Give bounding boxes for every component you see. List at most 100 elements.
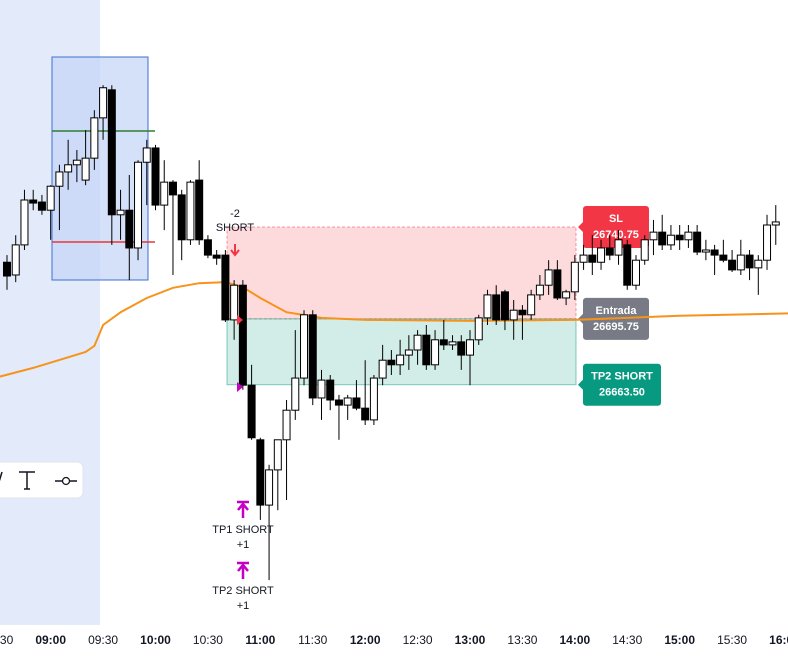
signal-texts: -2 SHORT +1 TP1 SHORT +1 TP2 SHORT <box>212 208 274 612</box>
candle-body <box>396 354 405 366</box>
candle-body <box>562 291 571 299</box>
price-label-name: SL <box>609 213 623 225</box>
x-tick-label: 14:30 <box>612 633 642 647</box>
candle-body <box>46 185 55 211</box>
candle-body <box>649 231 658 241</box>
signal-label: TP2 SHORT <box>212 585 274 597</box>
candle-body <box>422 334 431 366</box>
price-label-value: 26663.50 <box>599 387 645 399</box>
candle-body <box>658 231 667 246</box>
tp2-arrow <box>237 561 249 579</box>
x-tick-label: 12:00 <box>350 633 381 647</box>
candle-body <box>247 384 256 439</box>
candle-body <box>771 221 780 226</box>
price-label-box <box>578 206 649 249</box>
candle-body <box>291 377 300 411</box>
candle-body <box>614 239 623 256</box>
candle-body <box>448 341 457 346</box>
candle-body <box>64 164 73 173</box>
candle-body <box>457 341 466 356</box>
candle-body <box>666 234 675 246</box>
candle-body <box>300 314 309 379</box>
short-arrow <box>230 244 240 257</box>
candle-body <box>238 284 247 386</box>
candle-body <box>387 359 396 366</box>
candle-body <box>81 157 90 181</box>
candle-body <box>186 181 195 241</box>
price-label-name: TP2 SHORT <box>591 371 653 383</box>
candle-body <box>535 284 544 296</box>
signal-arrows <box>230 244 249 579</box>
candle-body <box>719 254 728 261</box>
candle-body <box>90 117 99 159</box>
line-icon-handle[interactable] <box>61 476 71 486</box>
candle-body <box>509 309 518 321</box>
candle-body <box>631 259 640 286</box>
candle-body <box>203 239 212 256</box>
brush-icon[interactable] <box>0 471 3 482</box>
candle-body <box>500 291 509 321</box>
candle-body <box>597 247 606 263</box>
candle-body <box>265 469 274 506</box>
candle-body <box>675 234 684 241</box>
x-tick-label: 13:00 <box>455 633 486 647</box>
x-tick-label: 11:00 <box>245 633 275 647</box>
toolbar <box>0 461 84 499</box>
x-tick-label: 09:30 <box>88 633 118 647</box>
x-tick-label: 11:30 <box>298 633 327 647</box>
candle-body <box>195 179 204 241</box>
text-icon[interactable] <box>19 471 35 490</box>
candle-body <box>11 244 20 276</box>
candle-body <box>107 89 116 216</box>
candle-body <box>221 254 230 321</box>
candle-body <box>404 349 413 356</box>
candle-body <box>37 201 46 211</box>
signal-qty: -2 <box>230 208 240 220</box>
candle-body <box>334 399 343 406</box>
candle-body <box>168 181 177 196</box>
candle-body <box>256 439 265 506</box>
candle-body <box>55 171 64 187</box>
candle-body <box>754 259 763 269</box>
candle-body <box>693 231 702 253</box>
candle-body <box>736 254 745 271</box>
candle-body <box>99 87 108 119</box>
position-labels: SL 26740.75 Entrada 26695.75 TP2 SHORT 26663.… <box>578 206 661 406</box>
candle-body <box>553 269 562 299</box>
price-label-value: 26740.75 <box>593 229 639 241</box>
candle-body <box>570 261 579 293</box>
candle-body <box>544 269 553 286</box>
candle-body <box>29 199 38 204</box>
candle-body <box>466 339 475 356</box>
price-label-value: 26695.75 <box>593 321 639 333</box>
candle-body <box>134 161 143 249</box>
candle-body <box>527 294 536 316</box>
candle-body <box>378 359 387 379</box>
candle-body <box>212 254 221 259</box>
candle-body <box>588 254 597 263</box>
candle-body <box>317 379 326 399</box>
x-tick-label: 08:30 <box>0 633 14 647</box>
candle-body <box>2 261 11 277</box>
signal-label: TP1 SHORT <box>212 524 274 536</box>
candle-body <box>230 284 239 321</box>
candle-body <box>701 249 710 253</box>
candle-body <box>431 339 440 366</box>
candle-body <box>72 159 81 166</box>
candle-body <box>518 309 527 316</box>
candle-body <box>413 334 422 351</box>
candle-body <box>605 247 614 256</box>
candle-body <box>745 254 754 269</box>
candle-body <box>125 209 134 249</box>
x-tick-label: 09:00 <box>35 633 66 647</box>
target-zone <box>226 318 577 386</box>
candle-body <box>728 259 737 271</box>
candles <box>2 85 780 581</box>
candle-body <box>623 244 632 286</box>
candle-body <box>326 379 335 401</box>
signal-qty: +1 <box>237 539 250 551</box>
signal-label: SHORT <box>216 222 255 234</box>
entry-marker <box>237 315 243 325</box>
